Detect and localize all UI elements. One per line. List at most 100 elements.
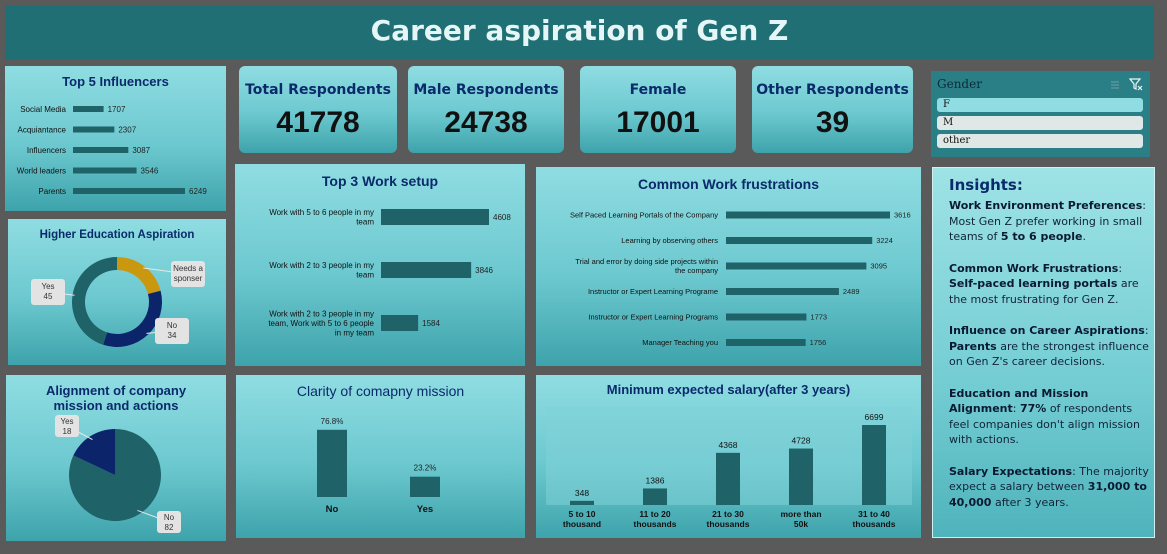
kpi-other-respondents: Other Respondents 39 — [752, 66, 913, 153]
category-label: Instructor or Expert Learning Programe — [588, 287, 718, 296]
mission-clarity-panel: Clarity of comapny mission 76.8% No 23.2% Y… — [236, 375, 525, 538]
insight-text: of respondents feel companies don't alig… — [949, 402, 1141, 446]
mission-clarity-chart: 76.8% No 23.2% Yes — [317, 417, 440, 515]
salary-panel: Minimum expected salary(after 3 years) 3… — [536, 375, 921, 538]
value-label: 3224 — [876, 236, 893, 245]
insight-text: : — [1012, 402, 1020, 415]
value-label: 348 — [575, 488, 589, 498]
category-label: Social Media — [20, 105, 66, 114]
category-label: Work with 2 to 3 people in my — [269, 261, 374, 270]
influencers-chart: Social Media 1707 Acquiantance 2307 Influenc… — [17, 105, 208, 196]
insight-salary: Salary Expectations: The majority expect… — [949, 464, 1149, 511]
kpi-male-respondents: Male Respondents 24738 — [408, 66, 564, 153]
insight-text: : Most Gen Z prefer working in small tea… — [949, 199, 1146, 243]
slice-value: 82 — [165, 523, 174, 532]
value-label: 3095 — [870, 262, 887, 271]
work-setup-title: Top 3 Work setup — [321, 173, 439, 189]
frustrations-panel: Common Work frustrations Self Paced Lear… — [536, 167, 921, 366]
kpi-male-label: Male Respondents — [413, 82, 559, 98]
category-label: more than — [780, 509, 821, 519]
gender-slicer: Gender F M other — [931, 71, 1150, 157]
category-label: the company — [675, 266, 718, 275]
category-label: thousands — [853, 519, 896, 529]
insight-text: are the strongest influence on Gen Z's c… — [949, 339, 1149, 369]
category-label: in my team — [335, 328, 374, 337]
bar — [317, 429, 347, 497]
value-label: 4728 — [792, 436, 811, 446]
insight-influence: Influence on Career Aspirations: Parents… — [949, 323, 1149, 370]
category-label: Work with 5 to 6 people in my — [269, 208, 374, 217]
insight-highlight: Parents — [949, 339, 997, 353]
insight-text: are the most frustrating for Gen Z. — [949, 277, 1139, 306]
category-label: 31 to 40 — [858, 509, 890, 519]
influencers-title: Top 5 Influencers — [62, 74, 169, 89]
bar — [726, 288, 839, 295]
slice-label: Yes — [41, 282, 54, 291]
insight-heading: Influence on Career Aspirations — [949, 324, 1145, 337]
insight-frustrations: Common Work Frustrations: Self-paced lea… — [949, 261, 1149, 308]
bar — [410, 476, 440, 497]
slice-label: 34 — [168, 331, 177, 340]
bar — [726, 237, 873, 244]
bar — [381, 262, 472, 278]
value-label: 76.8% — [321, 417, 344, 426]
callout-box — [155, 318, 189, 344]
work-setup-chart: Work with 5 to 6 people in myteam4608Wor… — [268, 208, 511, 337]
insight-heading: Common Work Frustrations — [949, 261, 1119, 275]
value-label: 3087 — [132, 146, 150, 155]
kpi-other-value: 39 — [815, 106, 850, 139]
kpi-male-value: 24738 — [444, 106, 528, 139]
clear-filter-icon[interactable] — [1129, 78, 1143, 91]
bar — [73, 126, 115, 133]
bar — [726, 339, 806, 346]
higher-education-title: Higher Education Aspiration — [39, 229, 195, 241]
category-label: team — [356, 218, 374, 227]
callout-box — [31, 279, 65, 305]
callout-box — [157, 511, 181, 533]
insight-heading: Work Environment Preferences — [949, 199, 1143, 212]
value-label: 4608 — [493, 213, 511, 222]
value-label: 3616 — [894, 211, 911, 220]
insights-body: Work Environment Preferences: Most Gen Z… — [949, 198, 1149, 526]
gender-slicer-label: Gender — [937, 77, 982, 91]
gender-option-m[interactable]: M — [937, 116, 1143, 130]
insight-text: : — [1144, 324, 1149, 337]
influencers-panel: Top 5 Influencers Social Media 1707 Acquia… — [5, 66, 226, 211]
category-label: 50k — [794, 519, 808, 529]
slice-label: Needs a — [173, 264, 203, 273]
value-label: 1386 — [646, 475, 665, 485]
value-label: 6249 — [189, 187, 207, 196]
category-label: Trial and error by doing side projects w… — [575, 257, 718, 266]
insight-text: after 3 years. — [991, 495, 1069, 509]
callout-box — [171, 261, 205, 287]
category-label: team, Work with 5 to 6 people — [268, 319, 374, 328]
category-label: Instructor or Expert Learning Programs — [588, 313, 718, 322]
category-label: thousands — [634, 519, 677, 529]
slice-label: 45 — [44, 292, 53, 301]
bar — [789, 448, 813, 505]
value-label: 1756 — [810, 338, 827, 347]
bar — [73, 147, 129, 153]
insight-text: : The majority expect a salary between — [949, 464, 1149, 494]
category-label: 21 to 30 — [712, 509, 744, 519]
bar — [381, 315, 419, 331]
category-label: team — [356, 271, 374, 280]
kpi-female-respondents: Female 17001 — [580, 66, 736, 153]
value-label: 2307 — [118, 125, 136, 134]
callout-box — [55, 415, 79, 437]
slice-label: No — [167, 321, 178, 330]
gender-option-other[interactable]: other — [937, 134, 1143, 148]
frustrations-chart: Self Paced Learning Portals of the Compa… — [570, 211, 911, 348]
slice-value: 18 — [63, 427, 72, 436]
category-label: thousand — [563, 519, 601, 529]
gender-option-f[interactable]: F — [937, 98, 1143, 112]
multi-select-icon[interactable] — [1109, 79, 1121, 91]
insights-panel: Insights: Work Environment Preferences: … — [932, 167, 1155, 538]
dashboard-title: Career aspiration of Gen Z — [5, 5, 1154, 60]
kpi-total-label: Total Respondents — [245, 82, 391, 98]
value-label: 3546 — [141, 166, 159, 175]
category-label: Influencers — [27, 146, 66, 155]
alignment-title: Alignment of company mission and actions — [45, 383, 187, 413]
